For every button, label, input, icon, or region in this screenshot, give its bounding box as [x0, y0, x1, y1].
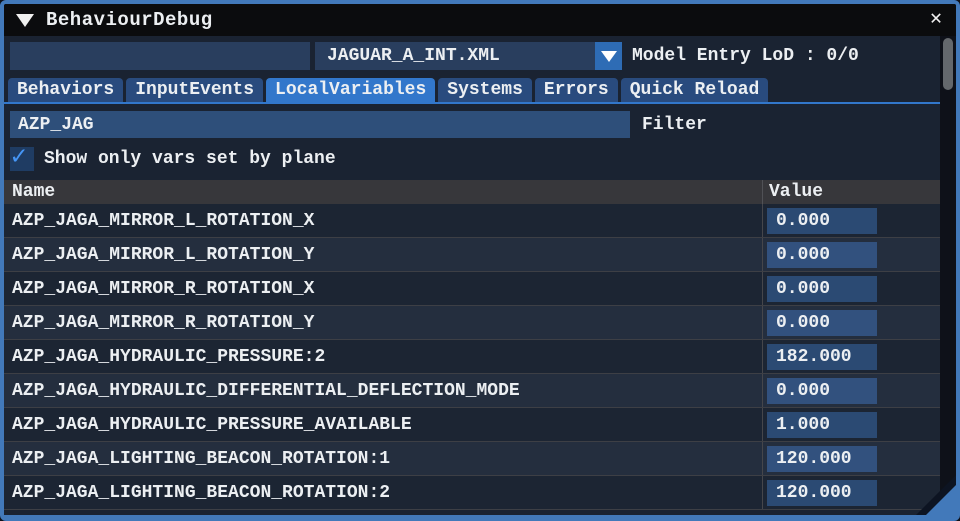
search-input[interactable] [10, 42, 310, 70]
model-file-value: JAGUAR_A_INT.XML [315, 42, 595, 70]
toolbar: JAGUAR_A_INT.XML Model Entry LoD : 0/0 [10, 42, 940, 70]
table-row: AZP_JAGA_HYDRAULIC_PRESSURE:2 182.000 [4, 340, 940, 374]
var-value-cell: 1.000 [762, 408, 940, 441]
filter-input[interactable] [10, 111, 630, 138]
var-value-input[interactable]: 0.000 [767, 275, 877, 302]
var-value-input[interactable]: 0.000 [767, 207, 877, 234]
table-row: AZP_JAGA_MIRROR_R_ROTATION_Y 0.000 [4, 306, 940, 340]
tab-systems[interactable]: Systems [438, 78, 532, 102]
var-value-input[interactable]: 0.000 [767, 377, 877, 404]
var-name: AZP_JAGA_HYDRAULIC_PRESSURE_AVAILABLE [12, 414, 412, 435]
table-row: AZP_JAGA_HYDRAULIC_DIFFERENTIAL_DEFLECTI… [4, 374, 940, 408]
table-row: AZP_JAGA_LIGHTING_BEACON_ROTATION:2 120.0… [4, 476, 940, 510]
model-entry-lod-label: Model Entry LoD : 0/0 [632, 46, 859, 66]
checkbox-checked-icon[interactable]: ✓ [10, 142, 34, 172]
tab-inputevents[interactable]: InputEvents [126, 78, 264, 102]
table-body: AZP_JAGA_MIRROR_L_ROTATION_X 0.000 AZP_JAG… [4, 204, 940, 510]
show-only-vars-checkbox-row[interactable]: ✓ Show only vars set by plane [10, 142, 940, 172]
var-value-input[interactable]: 120.000 [767, 445, 877, 472]
var-name: AZP_JAGA_HYDRAULIC_PRESSURE:2 [12, 346, 326, 367]
tab-underline [4, 102, 940, 104]
var-name: AZP_JAGA_HYDRAULIC_DIFFERENTIAL_DEFLECTI… [12, 380, 520, 401]
var-value-cell: 182.000 [762, 340, 940, 373]
var-name: AZP_JAGA_MIRROR_R_ROTATION_X [12, 278, 315, 299]
main-content: JAGUAR_A_INT.XML Model Entry LoD : 0/0 B… [4, 42, 940, 510]
table-row: AZP_JAGA_MIRROR_L_ROTATION_X 0.000 [4, 204, 940, 238]
var-value-cell: 0.000 [762, 204, 940, 237]
var-value-input[interactable]: 0.000 [767, 309, 877, 336]
table-header: Name Value [4, 180, 940, 204]
var-name: AZP_JAGA_LIGHTING_BEACON_ROTATION:1 [12, 448, 391, 469]
tab-errors[interactable]: Errors [534, 78, 618, 102]
table-row: AZP_JAGA_MIRROR_L_ROTATION_Y 0.000 [4, 238, 940, 272]
chevron-down-icon[interactable] [595, 42, 622, 70]
tab-bar: Behaviors InputEvents LocalVariables System… [8, 78, 940, 102]
checkmark-icon: ✓ [11, 142, 27, 172]
resize-grip[interactable] [926, 485, 956, 515]
var-name: AZP_JAGA_MIRROR_L_ROTATION_X [12, 210, 315, 231]
close-icon[interactable]: ✕ [929, 8, 942, 31]
collapse-triangle-icon[interactable] [16, 13, 34, 27]
scrollbar[interactable] [940, 36, 956, 515]
var-value-cell: 120.000 [762, 476, 940, 509]
filter-row: Filter [10, 111, 940, 138]
var-value-cell: 0.000 [762, 306, 940, 339]
var-value-input[interactable]: 0.000 [767, 241, 877, 268]
var-value-cell: 0.000 [762, 238, 940, 271]
table-row: AZP_JAGA_MIRROR_R_ROTATION_X 0.000 [4, 272, 940, 306]
var-value-cell: 0.000 [762, 272, 940, 305]
var-name: AZP_JAGA_MIRROR_R_ROTATION_Y [12, 312, 315, 333]
column-header-name: Name [12, 182, 56, 202]
column-header-value: Value [762, 180, 940, 204]
tab-behaviors[interactable]: Behaviors [8, 78, 124, 102]
var-value-input[interactable]: 120.000 [767, 479, 877, 506]
scrollbar-thumb[interactable] [943, 38, 953, 90]
var-name: AZP_JAGA_LIGHTING_BEACON_ROTATION:2 [12, 482, 391, 503]
model-file-dropdown[interactable]: JAGUAR_A_INT.XML [315, 42, 622, 70]
checkbox-label: Show only vars set by plane [44, 149, 336, 169]
var-value-cell: 0.000 [762, 374, 940, 407]
var-value-input[interactable]: 182.000 [767, 343, 877, 370]
window-title: BehaviourDebug [46, 9, 213, 31]
filter-label: Filter [642, 114, 707, 135]
variables-table: Name Value AZP_JAGA_MIRROR_L_ROTATION_X 0… [4, 180, 940, 510]
table-row: AZP_JAGA_LIGHTING_BEACON_ROTATION:1 120.0… [4, 442, 940, 476]
var-value-cell: 120.000 [762, 442, 940, 475]
titlebar: BehaviourDebug ✕ [4, 4, 956, 36]
tab-localvariables[interactable]: LocalVariables [266, 78, 436, 102]
var-name: AZP_JAGA_MIRROR_L_ROTATION_Y [12, 244, 315, 265]
table-row: AZP_JAGA_HYDRAULIC_PRESSURE_AVAILABLE 1.0… [4, 408, 940, 442]
tab-quick-reload[interactable]: Quick Reload [620, 78, 769, 102]
var-value-input[interactable]: 1.000 [767, 411, 877, 438]
